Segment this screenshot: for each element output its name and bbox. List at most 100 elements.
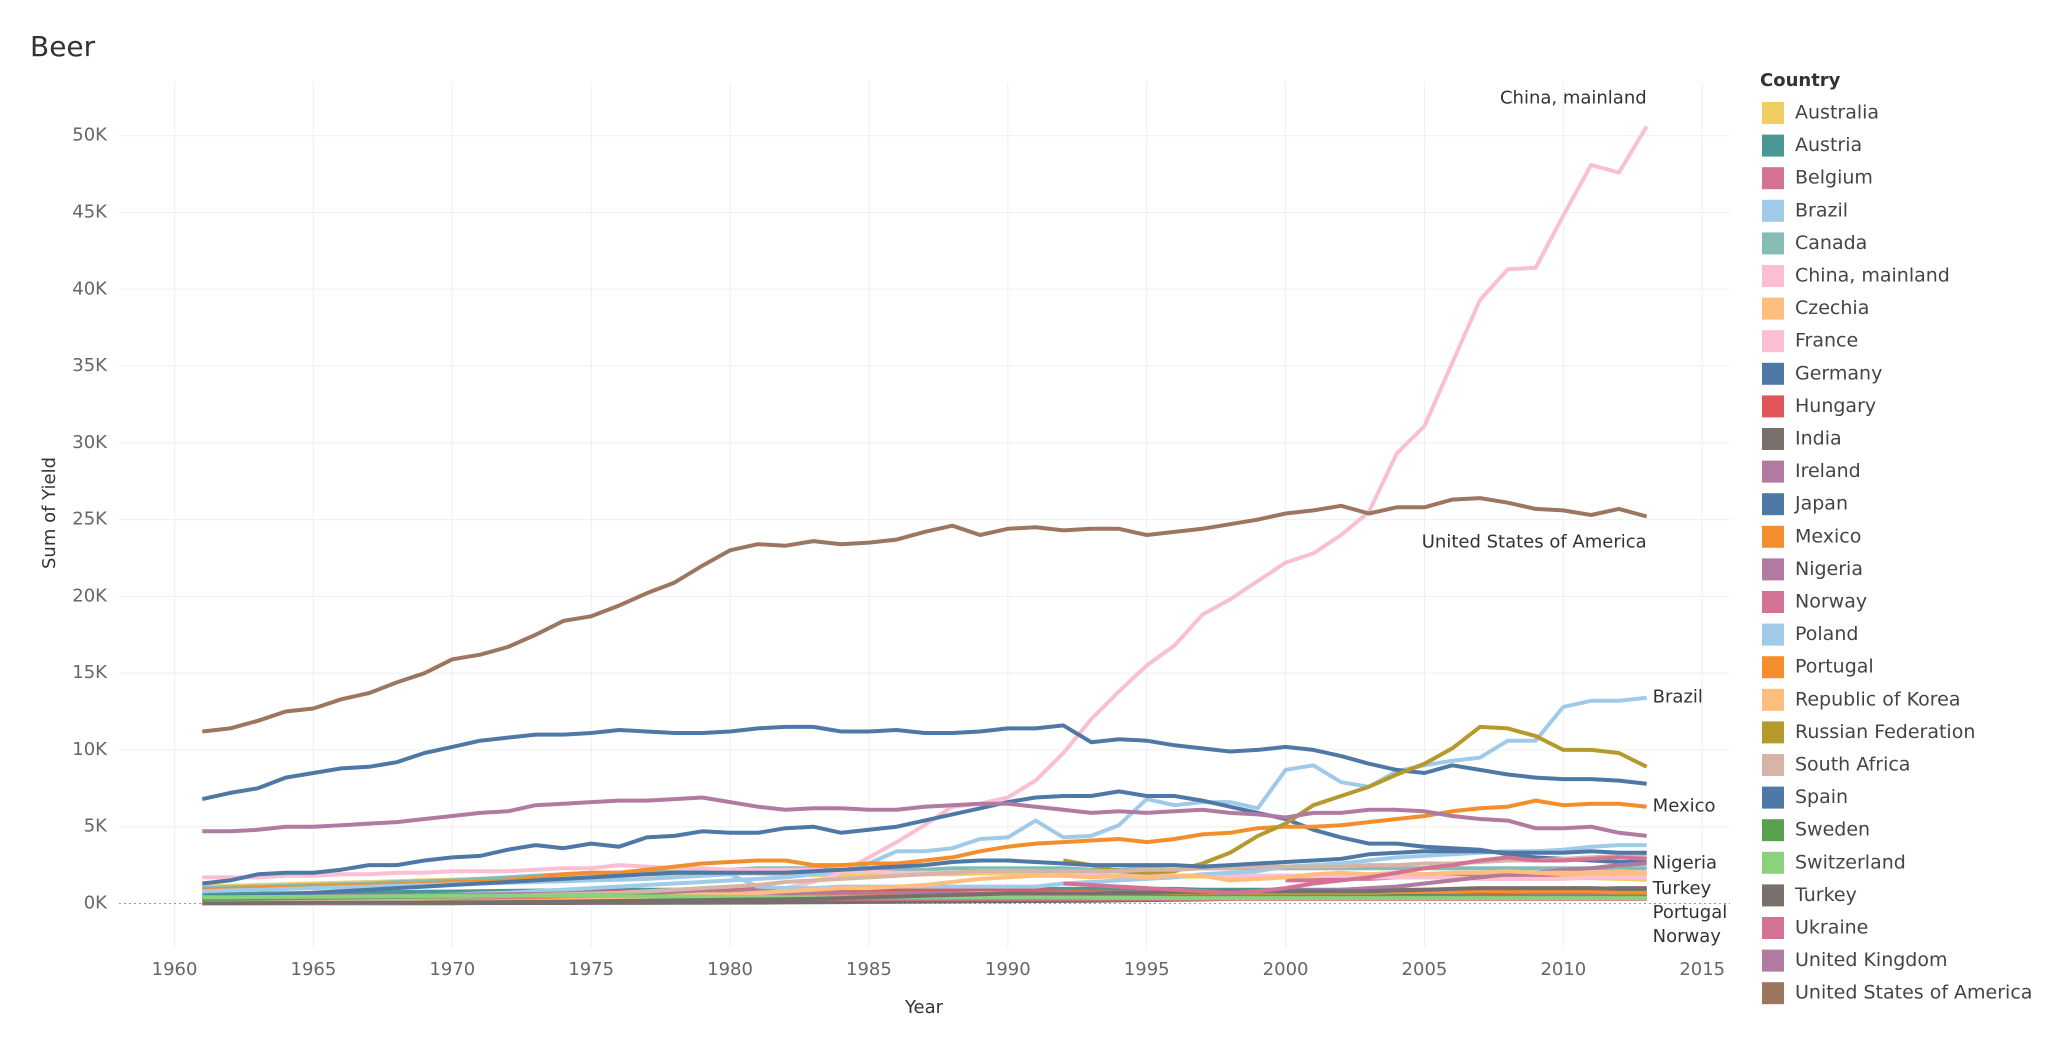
legend-item[interactable]: Brazil [1762,199,1848,222]
legend-item[interactable]: Republic of Korea [1762,688,1960,711]
end-label: China, mainland [1500,88,1647,109]
legend-label: Republic of Korea [1795,688,1960,710]
legend-item[interactable]: Canada [1762,232,1867,255]
legend-item[interactable]: United Kingdom [1762,949,1948,972]
legend-swatch [1762,688,1784,711]
x-tick-label: 1970 [429,959,475,980]
y-tick-label: 50K [72,125,108,146]
legend-label: Australia [1795,102,1879,124]
legend-item[interactable]: Portugal [1762,656,1874,679]
legend-swatch [1762,102,1784,124]
legend: Australia Austria Belgium Brazil Canada China… [1762,102,2032,1005]
x-tick-label: 1990 [985,959,1031,980]
legend-label: Norway [1795,591,1867,613]
legend-swatch [1762,558,1784,581]
legend-item[interactable]: Ukraine [1762,917,1868,940]
legend-swatch [1762,199,1784,222]
legend-item[interactable]: United States of America [1762,982,2032,1005]
series-line [202,496,1648,734]
legend-item[interactable]: Poland [1762,623,1858,646]
legend-swatch [1762,656,1784,679]
y-tick-label: 15K [72,662,108,683]
y-tick-label: 10K [72,739,108,760]
legend-item[interactable]: Czechia [1762,297,1869,320]
legend-swatch [1762,167,1784,190]
legend-swatch [1762,949,1784,972]
legend-item[interactable]: Norway [1762,591,1867,614]
legend-item[interactable]: Australia [1762,102,1879,125]
legend-item[interactable]: India [1762,428,1842,451]
legend-item[interactable]: Germany [1762,362,1882,385]
y-tick-label: 45K [72,202,108,223]
legend-label: Belgium [1795,167,1873,189]
legend-item[interactable]: Sweden [1762,819,1870,842]
legend-swatch [1762,884,1784,907]
legend-label: France [1795,330,1858,352]
legend-item[interactable]: Belgium [1762,167,1873,190]
legend-label: Brazil [1795,199,1848,221]
legend-label: Switzerland [1795,851,1906,873]
legend-item[interactable]: Ireland [1762,460,1861,483]
series-line [202,125,1649,903]
legend-item[interactable]: Hungary [1762,395,1876,418]
end-label: Norway [1653,926,1722,947]
legend-label: Ukraine [1795,917,1868,939]
legend-item[interactable]: Switzerland [1762,851,1906,874]
legend-label: Sweden [1795,819,1870,841]
end-label: Nigeria [1653,853,1717,874]
legend-item[interactable]: Nigeria [1762,558,1863,581]
series-line [202,798,1647,892]
end-label: United States of America [1422,532,1647,553]
series-line [202,789,1647,886]
legend-label: Japan [1794,493,1848,515]
legend-label: Austria [1795,134,1862,156]
legend-item[interactable]: Turkey [1762,884,1857,907]
legend-item[interactable]: Russian Federation [1762,721,1975,744]
legend-item[interactable]: France [1762,330,1858,353]
x-tick-label: 1965 [291,959,337,980]
y-tick-label: 25K [72,509,108,530]
legend-swatch [1762,493,1784,516]
legend-swatch [1762,395,1784,418]
y-tick-label: 20K [72,585,108,606]
legend-item[interactable]: Austria [1762,134,1862,157]
legend-label: Mexico [1795,525,1861,547]
x-tick-label: 1960 [152,959,198,980]
y-tick-label: 5K [84,816,108,837]
series-line [1063,855,1647,895]
chart-title: Beer [30,30,96,63]
legend-swatch [1762,428,1784,450]
x-axis-title: Year [904,997,944,1018]
legend-title: Country [1760,70,1841,91]
x-tick-label: 2010 [1540,959,1586,980]
legend-item[interactable]: South Africa [1762,754,1910,777]
legend-item[interactable]: Japan [1762,493,1848,516]
legend-label: Turkey [1794,884,1857,906]
legend-swatch [1762,982,1784,1005]
series-line [202,849,1647,900]
lines [201,125,1649,906]
legend-label: South Africa [1795,754,1910,776]
legend-swatch [1762,819,1784,842]
x-tick-label: 2005 [1402,959,1448,980]
y-tick-label: 35K [72,355,108,376]
legend-label: Poland [1795,623,1858,645]
legend-swatch [1762,721,1784,744]
legend-swatch [1762,330,1784,353]
x-tick-label: 1995 [1124,959,1170,980]
y-tick-label: 0K [84,892,108,913]
legend-label: Canada [1795,232,1867,254]
series-line [1063,724,1648,875]
legend-item[interactable]: Mexico [1762,525,1861,548]
legend-item[interactable]: Spain [1762,786,1848,809]
series-line [202,795,1647,838]
legend-swatch [1762,265,1784,287]
legend-item[interactable]: China, mainland [1762,265,1950,288]
legend-label: Russian Federation [1795,721,1975,743]
legend-label: Portugal [1795,656,1874,678]
legend-swatch [1762,460,1784,483]
legend-swatch [1762,623,1784,646]
legend-label: Nigeria [1795,558,1863,580]
legend-swatch [1762,525,1784,548]
